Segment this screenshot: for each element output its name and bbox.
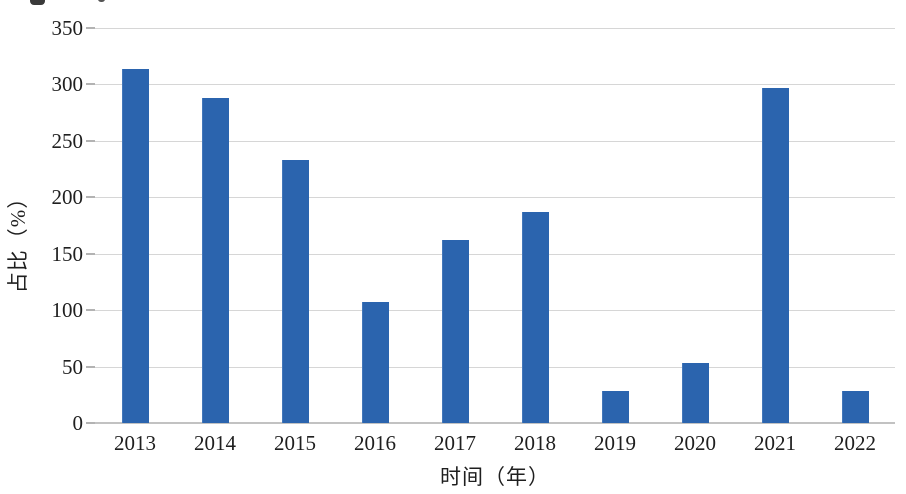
x-tick-label-2022: 2022 <box>834 431 876 455</box>
y-axis-title: 占比（%） <box>6 186 30 294</box>
x-axis-title: 时间（年） <box>440 465 550 489</box>
y-tick-label-250: 250 <box>51 128 84 153</box>
y-tick-mark-300 <box>86 83 95 86</box>
bar-2016 <box>361 302 389 423</box>
gridline-y-200 <box>95 197 895 199</box>
bar-2020 <box>681 363 709 423</box>
x-tick-label-2019: 2019 <box>594 431 636 455</box>
x-tick-label-2013: 2013 <box>114 431 156 455</box>
y-tick-mark-250 <box>86 139 95 142</box>
y-tick-mark-100 <box>86 309 95 312</box>
gridline-y-350 <box>95 28 895 29</box>
cropped-text-artifact <box>30 0 45 5</box>
cropped-text-artifact <box>98 0 105 2</box>
y-tick-mark-350 <box>86 27 95 29</box>
y-tick-mark-200 <box>86 196 95 199</box>
bar-2017 <box>441 240 469 423</box>
y-tick-label-100: 100 <box>51 298 84 323</box>
x-tick-label-2020: 2020 <box>674 431 716 455</box>
bar-2015 <box>281 160 309 423</box>
gridline-y-150 <box>95 253 895 255</box>
x-tick-label-2015: 2015 <box>274 431 316 455</box>
x-tick-label-2014: 2014 <box>194 431 236 455</box>
bar-2013 <box>121 68 149 423</box>
gridline-y-50 <box>95 366 895 368</box>
y-tick-label-200: 200 <box>51 185 84 210</box>
x-axis-line <box>95 422 895 424</box>
y-tick-mark-50 <box>86 365 95 368</box>
bar-2018 <box>521 211 549 423</box>
bar-2022 <box>841 391 869 423</box>
gridline-y-250 <box>95 140 895 142</box>
x-tick-label-2017: 2017 <box>434 431 476 455</box>
gridline-y-100 <box>95 310 895 312</box>
y-tick-label-50: 50 <box>62 354 83 379</box>
y-tick-mark-150 <box>86 252 95 255</box>
y-tick-label-150: 150 <box>51 241 84 266</box>
bar-2019 <box>601 391 629 423</box>
gridline-y-300 <box>95 84 895 86</box>
bar-2014 <box>201 97 229 423</box>
y-tick-mark-0 <box>86 422 95 424</box>
bar-2021 <box>761 87 789 423</box>
x-tick-label-2018: 2018 <box>514 431 556 455</box>
y-tick-label-0: 0 <box>72 411 84 435</box>
x-tick-label-2016: 2016 <box>354 431 396 455</box>
y-tick-label-350: 350 <box>51 16 84 40</box>
x-tick-label-2021: 2021 <box>754 431 796 455</box>
y-tick-label-300: 300 <box>51 72 84 97</box>
